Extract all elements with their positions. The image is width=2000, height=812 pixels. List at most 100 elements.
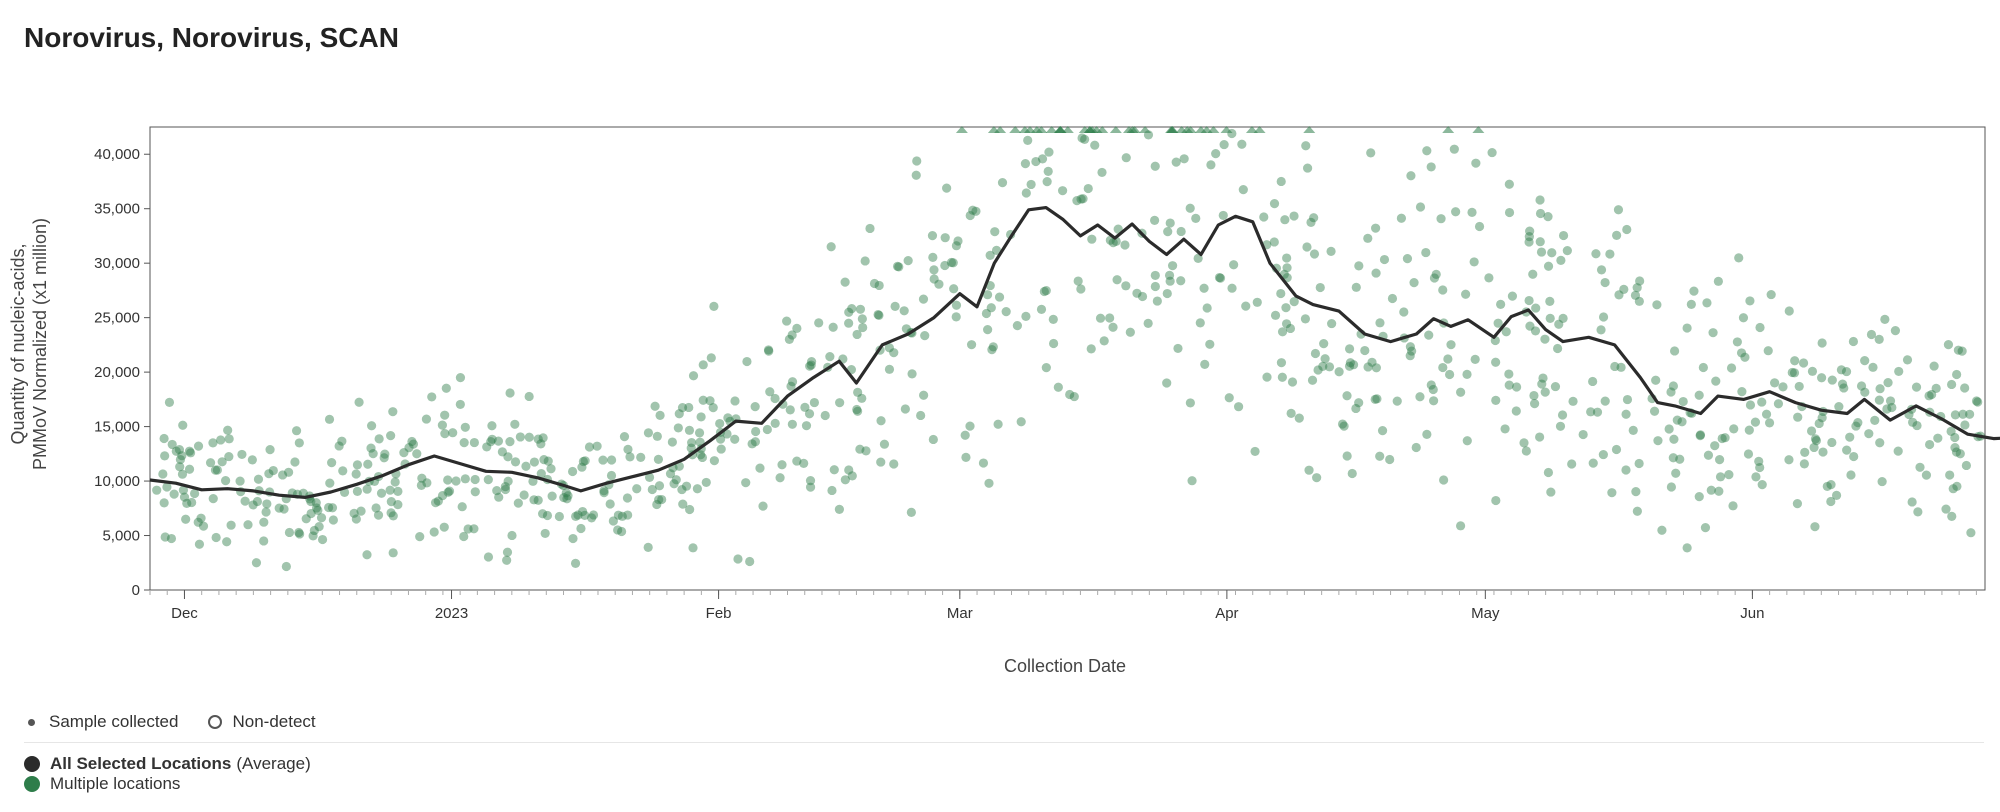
sample-point — [1952, 369, 1962, 380]
sample-point — [1525, 321, 1535, 331]
sample-point — [1908, 417, 1918, 427]
sample-point — [1811, 436, 1821, 446]
sample-point — [1108, 322, 1118, 332]
sample-point — [1097, 167, 1107, 178]
sample-point — [619, 432, 630, 442]
sample-point — [855, 444, 865, 454]
sample-point — [311, 503, 322, 513]
sample-point — [1512, 382, 1522, 392]
sample-point — [1342, 451, 1352, 461]
sample-point — [884, 343, 894, 353]
sample-point — [278, 470, 288, 480]
sample-point — [561, 488, 571, 498]
sample-point — [290, 457, 300, 467]
sample-point — [1763, 346, 1773, 356]
sample-point — [1456, 387, 1466, 397]
sample-point — [1320, 354, 1330, 364]
sample-point — [829, 465, 839, 475]
sample-point — [198, 521, 209, 531]
sample-point — [1043, 166, 1053, 176]
sample-point — [852, 329, 862, 340]
above-range-marker — [1018, 126, 1031, 133]
sample-point — [983, 325, 993, 335]
y-tick-label: 20,000 — [94, 364, 140, 381]
sample-point — [1868, 362, 1878, 372]
sample-point — [1121, 153, 1131, 163]
sample-point — [224, 434, 234, 444]
sample-point — [835, 398, 845, 408]
sample-point — [1849, 451, 1859, 462]
sample-point — [1372, 394, 1382, 404]
sample-point — [1826, 496, 1836, 507]
sample-point — [1540, 334, 1550, 344]
sample-point — [1195, 318, 1205, 328]
sample-point — [1185, 398, 1195, 408]
sample-point — [1535, 195, 1545, 205]
sample-point — [152, 485, 162, 495]
sample-point — [1471, 158, 1481, 168]
sample-point — [1069, 391, 1079, 402]
sample-point — [692, 484, 702, 494]
sample-point — [1856, 381, 1867, 391]
sample-point — [782, 316, 792, 326]
sample-point — [223, 425, 233, 435]
sample-point — [483, 552, 494, 562]
sample-point — [415, 532, 425, 542]
sample-point — [1545, 296, 1555, 306]
sample-point — [1039, 286, 1049, 297]
sample-point — [482, 442, 492, 452]
sample-point — [857, 393, 867, 403]
sample-point — [1632, 506, 1642, 516]
sample-point — [1971, 396, 1982, 406]
sample-point — [455, 399, 465, 410]
sample-point — [1666, 387, 1676, 397]
sample-point — [1953, 345, 1964, 355]
sample-point — [493, 436, 504, 446]
sample-point — [1375, 451, 1385, 461]
sample-point — [1556, 255, 1566, 265]
sample-point — [1864, 429, 1874, 439]
sample-point — [940, 260, 950, 271]
sample-point — [385, 485, 395, 495]
sample-point — [386, 431, 396, 441]
sample-point — [1344, 361, 1355, 371]
sample-point — [1424, 330, 1434, 340]
sample-point — [828, 322, 838, 332]
sample-point — [1411, 442, 1421, 453]
x-tick-label: Mar — [947, 605, 973, 622]
sample-point — [1866, 329, 1877, 340]
sample-point — [1309, 213, 1319, 223]
sample-point — [1848, 336, 1859, 347]
sample-point — [1077, 133, 1087, 143]
sample-point — [1289, 297, 1299, 307]
sample-point — [1941, 504, 1951, 514]
sample-point — [616, 526, 627, 537]
y-tick-label: 25,000 — [94, 310, 140, 327]
sample-point — [1826, 480, 1836, 490]
sample-point — [338, 466, 348, 476]
sample-point — [686, 443, 696, 453]
sample-point — [316, 513, 327, 523]
sample-point — [1799, 459, 1809, 469]
sample-point — [1429, 396, 1439, 406]
sample-point — [643, 428, 654, 438]
sample-point — [211, 532, 221, 543]
sample-point — [792, 456, 802, 466]
sample-point — [1218, 210, 1228, 221]
sample-point — [884, 364, 895, 374]
sample-point — [559, 492, 569, 503]
sample-point — [1558, 313, 1568, 323]
sample-point — [1784, 455, 1794, 465]
sample-point — [404, 443, 414, 453]
sample-point — [671, 475, 681, 485]
sample-point — [1049, 338, 1059, 349]
sample-point — [825, 352, 835, 362]
sample-point — [606, 470, 617, 481]
legend-average-item[interactable]: All Selected Locations (Average) — [24, 754, 311, 774]
sample-point — [669, 479, 679, 489]
sample-point — [993, 419, 1003, 429]
sample-point — [985, 250, 995, 261]
sample-point — [533, 495, 543, 505]
sample-point — [563, 491, 573, 501]
legend-multiple-item[interactable]: Multiple locations — [24, 774, 180, 794]
